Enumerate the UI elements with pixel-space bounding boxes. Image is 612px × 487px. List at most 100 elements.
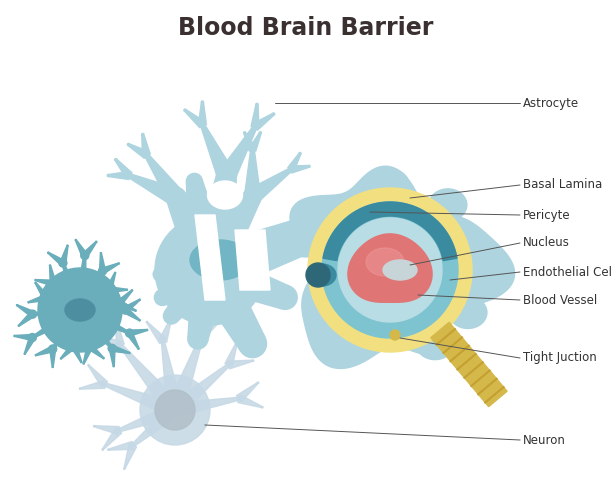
Circle shape	[227, 363, 230, 367]
Polygon shape	[165, 261, 222, 321]
Circle shape	[88, 365, 89, 366]
Polygon shape	[116, 320, 124, 346]
Polygon shape	[35, 280, 54, 286]
Ellipse shape	[207, 181, 242, 209]
Polygon shape	[119, 344, 182, 416]
Circle shape	[251, 148, 255, 151]
Ellipse shape	[416, 328, 454, 359]
Text: Neuron: Neuron	[523, 433, 566, 447]
Polygon shape	[17, 305, 34, 317]
Polygon shape	[108, 171, 129, 180]
Polygon shape	[50, 265, 56, 284]
Circle shape	[96, 241, 97, 242]
Circle shape	[299, 152, 301, 154]
Circle shape	[308, 166, 310, 167]
Circle shape	[163, 308, 179, 324]
Circle shape	[142, 133, 144, 135]
Polygon shape	[244, 132, 256, 151]
Circle shape	[289, 168, 293, 171]
Polygon shape	[83, 346, 92, 364]
Circle shape	[286, 218, 322, 254]
Circle shape	[262, 407, 263, 408]
Polygon shape	[35, 346, 54, 356]
Circle shape	[338, 218, 442, 322]
Polygon shape	[170, 364, 230, 416]
Circle shape	[108, 289, 110, 291]
Polygon shape	[159, 318, 172, 342]
Polygon shape	[167, 193, 228, 279]
Polygon shape	[80, 304, 125, 316]
Polygon shape	[144, 154, 184, 203]
Circle shape	[127, 173, 131, 178]
Circle shape	[116, 299, 124, 307]
Polygon shape	[244, 150, 261, 196]
Polygon shape	[195, 215, 225, 300]
Circle shape	[273, 113, 275, 115]
Circle shape	[127, 144, 129, 146]
Polygon shape	[88, 344, 104, 358]
Polygon shape	[123, 300, 140, 313]
Text: Basal Lamina: Basal Lamina	[523, 179, 602, 191]
Circle shape	[81, 252, 89, 260]
Ellipse shape	[449, 297, 487, 329]
Circle shape	[105, 286, 113, 294]
Ellipse shape	[308, 264, 336, 286]
Circle shape	[29, 310, 37, 318]
Circle shape	[107, 174, 110, 176]
Polygon shape	[159, 256, 218, 304]
Circle shape	[244, 132, 245, 133]
Circle shape	[35, 282, 36, 283]
Circle shape	[322, 202, 458, 338]
Circle shape	[155, 390, 195, 430]
Circle shape	[132, 444, 135, 447]
Text: Blood Brain Barrier: Blood Brain Barrier	[178, 16, 434, 40]
Polygon shape	[118, 290, 132, 305]
Polygon shape	[79, 302, 119, 316]
Polygon shape	[431, 322, 507, 407]
Polygon shape	[18, 312, 34, 326]
Circle shape	[86, 343, 94, 351]
Circle shape	[32, 313, 34, 315]
Circle shape	[45, 297, 47, 299]
Circle shape	[73, 345, 75, 347]
Ellipse shape	[371, 169, 409, 201]
Polygon shape	[32, 304, 81, 316]
Circle shape	[52, 367, 53, 368]
Polygon shape	[101, 263, 119, 274]
Text: Blood Vessel: Blood Vessel	[523, 294, 597, 306]
Circle shape	[155, 215, 265, 325]
Circle shape	[28, 334, 36, 341]
Polygon shape	[111, 345, 130, 354]
Polygon shape	[108, 441, 133, 450]
Circle shape	[129, 353, 130, 354]
Circle shape	[108, 344, 116, 352]
Circle shape	[244, 187, 261, 206]
Circle shape	[49, 279, 57, 287]
Polygon shape	[52, 306, 85, 350]
Circle shape	[237, 397, 241, 400]
Polygon shape	[128, 144, 148, 158]
Circle shape	[119, 343, 122, 346]
Circle shape	[253, 360, 254, 361]
Polygon shape	[32, 305, 83, 338]
Polygon shape	[188, 267, 228, 341]
Polygon shape	[78, 304, 130, 334]
Circle shape	[99, 267, 106, 275]
Text: Pericyte: Pericyte	[523, 208, 570, 222]
Ellipse shape	[366, 248, 404, 276]
Circle shape	[114, 159, 117, 161]
Polygon shape	[35, 282, 48, 300]
Circle shape	[259, 132, 261, 133]
Polygon shape	[201, 124, 234, 180]
Polygon shape	[61, 344, 76, 359]
Circle shape	[221, 318, 222, 319]
Circle shape	[140, 375, 210, 445]
Ellipse shape	[286, 225, 324, 257]
Circle shape	[28, 302, 29, 303]
Polygon shape	[83, 242, 97, 258]
Polygon shape	[235, 230, 270, 290]
Ellipse shape	[190, 240, 250, 280]
Circle shape	[111, 347, 113, 349]
Circle shape	[50, 265, 51, 266]
Polygon shape	[118, 300, 136, 311]
